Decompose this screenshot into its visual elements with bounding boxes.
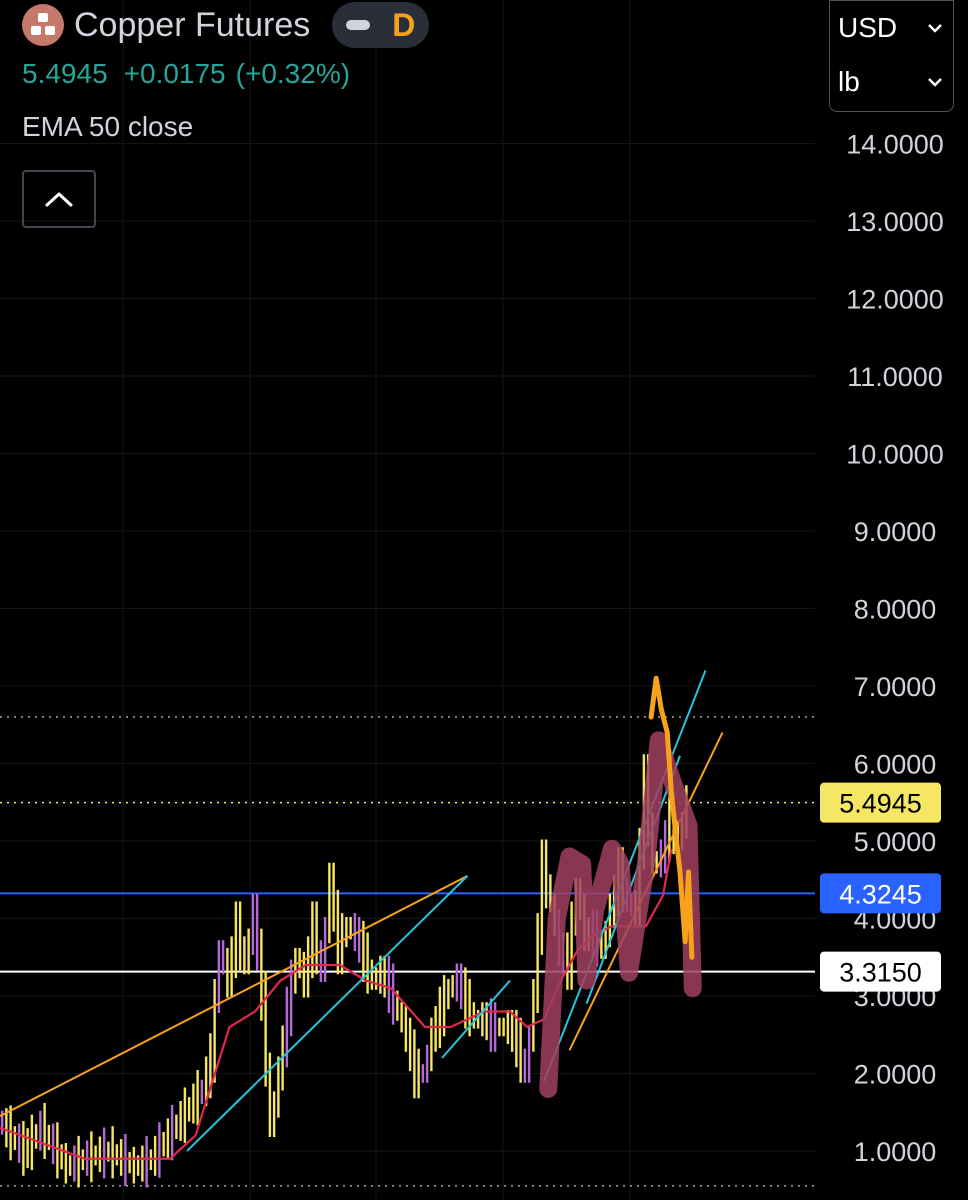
interval-pill[interactable]: D	[332, 2, 430, 48]
price-label-box-white-level	[820, 951, 941, 992]
y-axis-tick-label: 1.0000	[854, 1137, 937, 1167]
y-axis-tick-label: 12.0000	[846, 285, 944, 315]
y-axis-tick-label: 13.0000	[846, 207, 944, 237]
price-label-blue-level: 4.3245	[839, 879, 922, 909]
y-axis-tick-label: 6.0000	[854, 750, 937, 780]
y-axis-tick-label: 14.0000	[846, 130, 944, 160]
y-axis-tick-label: 7.0000	[854, 672, 937, 702]
y-axis-tick-label: 9.0000	[854, 517, 937, 547]
unit-select[interactable]: lb	[830, 55, 953, 109]
unit-value: lb	[838, 66, 860, 97]
symbol-header[interactable]: Copper Futures D	[22, 2, 430, 48]
copper-logo-icon	[22, 4, 64, 46]
trendline	[585, 755, 681, 1005]
y-axis-tick-label: 5.0000	[854, 827, 937, 857]
y-axis-tick-label: 10.0000	[846, 440, 944, 470]
price-label-last: 5.4945	[839, 789, 922, 819]
trendline	[186, 875, 469, 1152]
price-info: 5.4945 +0.0175 (+0.32%)	[22, 58, 350, 90]
minus-icon[interactable]	[346, 20, 371, 30]
orange-scribble	[648, 675, 695, 960]
y-axis-tick-label: 2.0000	[854, 1060, 937, 1090]
symbol-name: Copper Futures	[74, 5, 311, 44]
currency-unit-selector[interactable]: USD lb	[829, 0, 954, 112]
trendline	[0, 874, 468, 1118]
interval-label[interactable]: D	[392, 6, 416, 43]
price-label-white-level: 3.3150	[839, 958, 922, 988]
currency-select[interactable]: USD	[830, 1, 953, 55]
currency-value: USD	[838, 12, 898, 43]
trendline	[441, 979, 511, 1059]
price-label-box-blue-level	[820, 873, 941, 914]
chevron-up-icon	[45, 192, 73, 207]
y-axis-tick-label: 11.0000	[847, 362, 943, 392]
indicator-legend[interactable]: EMA 50 close	[22, 111, 194, 142]
collapse-legend-button[interactable]	[22, 170, 96, 228]
price-label-box-last	[820, 782, 941, 823]
chevron-down-icon	[928, 78, 942, 87]
chevron-down-icon	[928, 24, 942, 33]
y-axis-tick-label: 8.0000	[854, 595, 937, 625]
price-change-percent: (+0.32%)	[235, 58, 351, 89]
last-price: 5.4945	[22, 58, 108, 89]
price-change: +0.0175	[123, 58, 226, 89]
